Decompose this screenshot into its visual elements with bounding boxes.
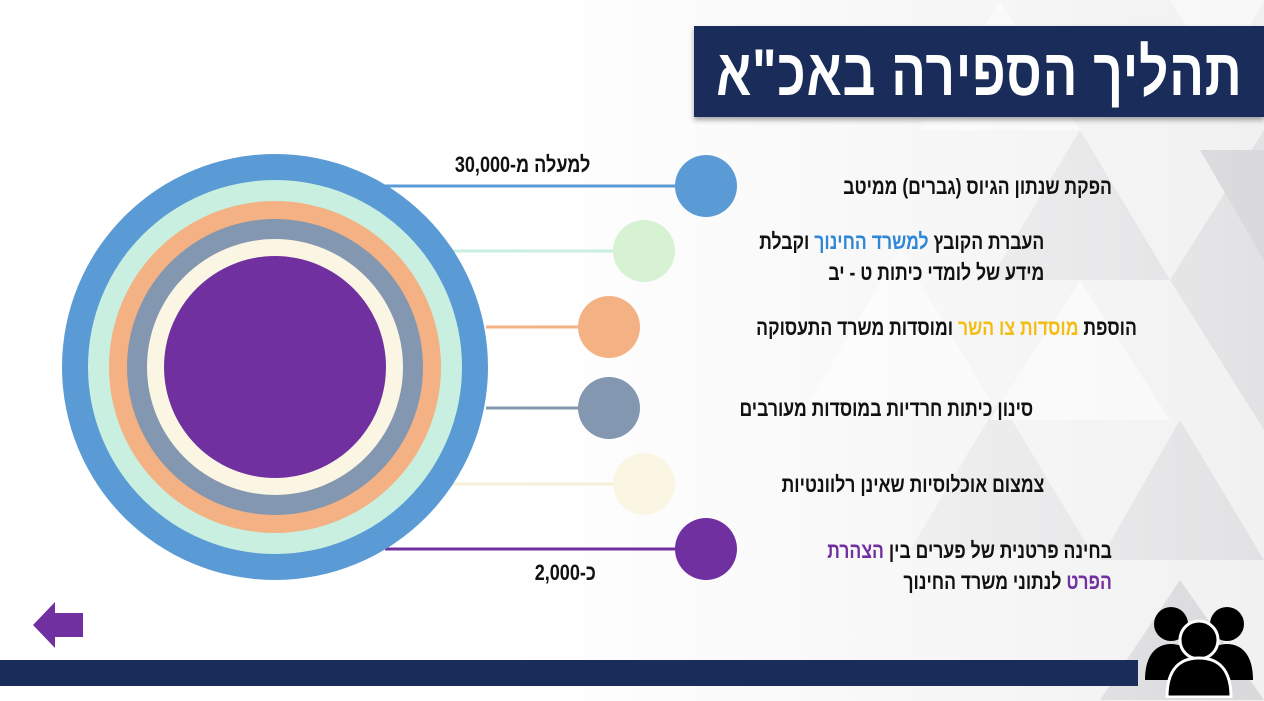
step-marker-6 xyxy=(675,518,737,580)
step-marker-2 xyxy=(613,220,675,282)
highlight-declaration: הצהרת xyxy=(827,538,885,563)
title-banner: תהליך הספירה באכ"א xyxy=(694,26,1264,117)
step-text-2-line-1: העברת הקובץ למשרד החינוך וקבלת xyxy=(758,229,1044,254)
highlight-minister-order-institutions: מוסדות צו השר xyxy=(958,315,1079,340)
step-marker-4 xyxy=(578,377,640,439)
arrow-left-icon[interactable] xyxy=(33,602,85,648)
step-text-3: הוספת מוסדות צו השר ומוסדות משרד התעסוקה xyxy=(756,315,1137,340)
step-marker-5 xyxy=(613,453,675,515)
top-value-label: למעלה מ-30,000 xyxy=(454,152,591,177)
step-text-6: בחינה פרטנית של פערים בין הצהרת הפרט לנת… xyxy=(827,535,1112,597)
step-text-5: צמצום אוכלוסיות שאינן רלוונטיות xyxy=(781,472,1044,497)
highlight-individual: הפרט xyxy=(1066,569,1112,594)
step-text-6-line-1: בחינה פרטנית של פערים בין הצהרת xyxy=(827,538,1112,563)
step-text-4: סינון כיתות חרדיות במוסדות מעורבים xyxy=(739,396,1033,421)
step-text-2: העברת הקובץ למשרד החינוך וקבלת מידע של ל… xyxy=(759,226,1044,288)
bottom-value-label: כ-2,000 xyxy=(534,560,596,585)
step-text-1: הפקת שנתון הגיוס (גברים) ממיטב xyxy=(843,174,1112,199)
step-marker-3 xyxy=(578,296,640,358)
highlight-education-ministry: למשרד החינוך xyxy=(813,229,929,254)
ring-6-core xyxy=(164,256,386,478)
page-title: תהליך הספירה באכ"א xyxy=(715,34,1243,109)
step-marker-1 xyxy=(675,155,737,217)
people-group-icon xyxy=(1145,607,1253,698)
bottom-bar xyxy=(0,660,1138,686)
step-text-2-line-2: מידע של לומדי כיתות ט - יב xyxy=(828,260,1044,285)
step-text-6-line-2: הפרט לנתוני משרד החינוך xyxy=(903,569,1112,594)
